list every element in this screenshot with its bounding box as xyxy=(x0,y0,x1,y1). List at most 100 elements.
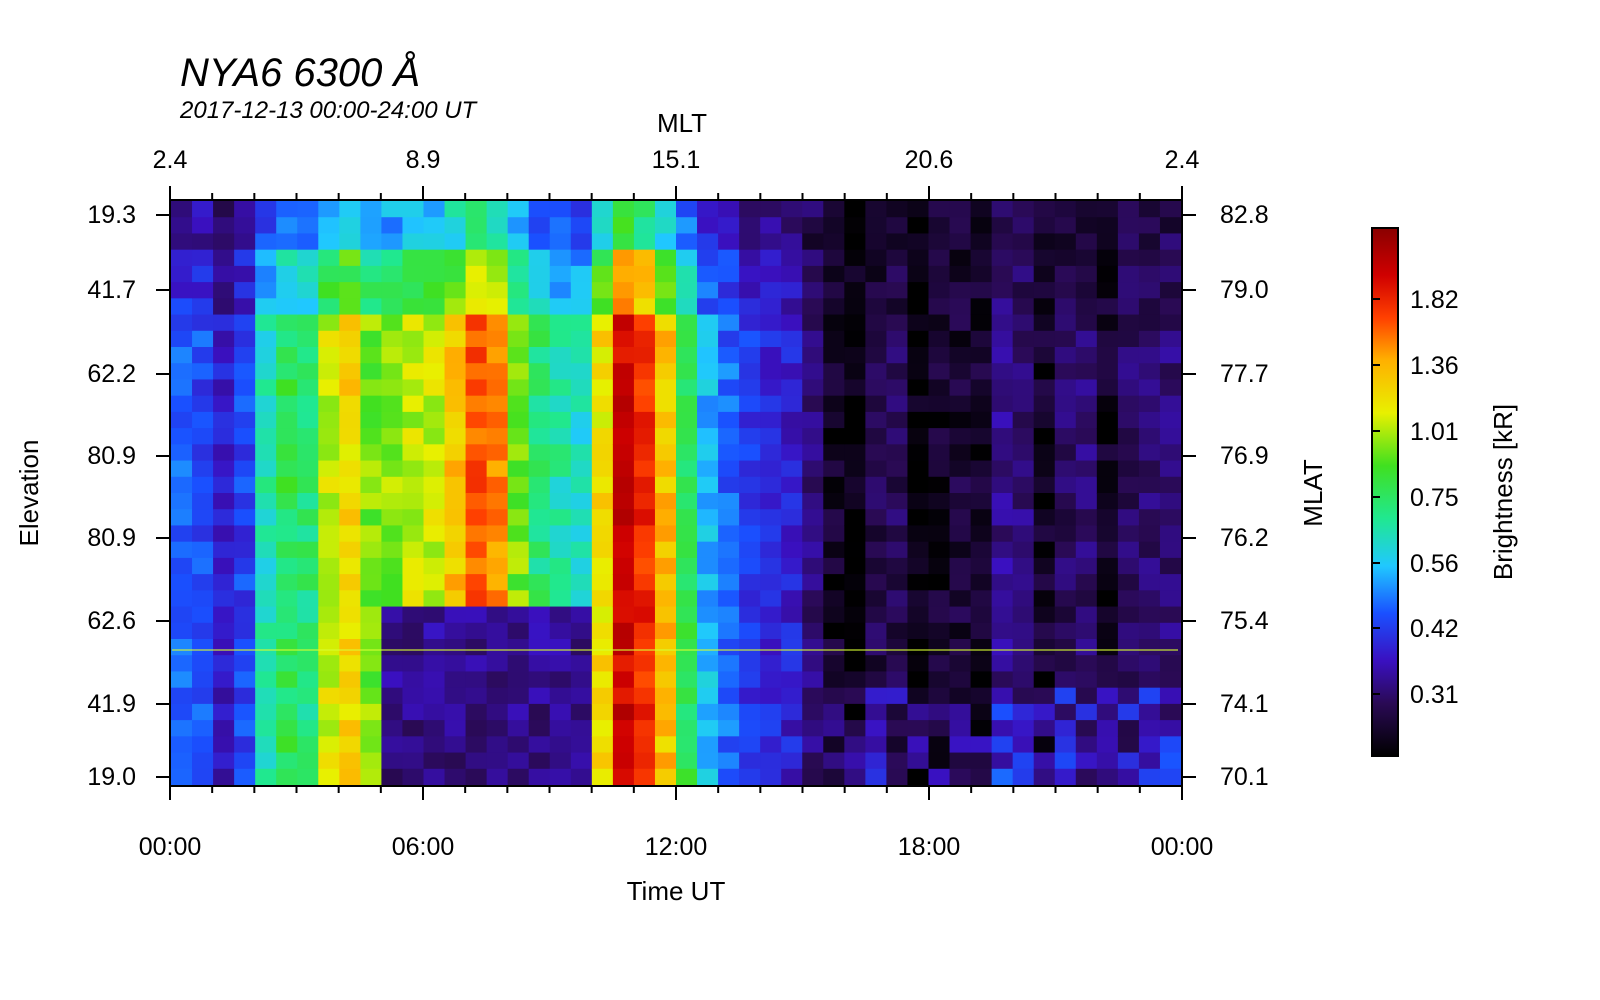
heatmap-cell xyxy=(255,655,277,673)
heatmap-cell xyxy=(1075,395,1098,413)
heatmap-cell xyxy=(1096,217,1119,235)
heatmap-cell xyxy=(970,282,993,299)
heatmap-cell xyxy=(970,314,993,332)
heatmap-cell xyxy=(949,201,972,218)
heatmap-cell xyxy=(739,557,761,575)
heatmap-cell xyxy=(1138,606,1161,624)
heatmap-cell xyxy=(865,752,888,770)
heatmap-cell xyxy=(507,671,530,689)
heatmap-cell xyxy=(423,460,446,478)
heatmap-cell xyxy=(823,330,845,348)
heatmap-cell xyxy=(1012,395,1035,413)
heatmap-cell xyxy=(381,606,404,624)
heatmap-cell xyxy=(991,428,1014,445)
heatmap-cell xyxy=(1033,233,1056,251)
heatmap-cell xyxy=(591,509,614,527)
heatmap-cell xyxy=(612,233,635,251)
heatmap-cell xyxy=(718,249,740,267)
heatmap-cell xyxy=(844,298,866,316)
heatmap-cell xyxy=(1033,428,1056,445)
heatmap-cell xyxy=(1138,590,1161,608)
heatmap-cell xyxy=(171,557,193,575)
heatmap-cell xyxy=(423,428,446,445)
heatmap-cell xyxy=(318,314,340,332)
heatmap-cell xyxy=(633,768,656,786)
heatmap-cell xyxy=(402,379,425,397)
heatmap-cell xyxy=(255,671,277,689)
heatmap-cell xyxy=(654,460,677,478)
heatmap-cell xyxy=(886,330,909,348)
heatmap-cell xyxy=(970,687,993,705)
heatmap-cell xyxy=(192,639,214,656)
heatmap-cell xyxy=(612,379,635,397)
heatmap-cell xyxy=(1054,363,1077,381)
heatmap-cell xyxy=(591,590,614,608)
heatmap-cell xyxy=(528,703,551,721)
heatmap-cell xyxy=(192,574,214,591)
heatmap-cell xyxy=(949,736,972,754)
heatmap-cell xyxy=(297,655,319,673)
heatmap-cell xyxy=(570,557,593,575)
heatmap-cell xyxy=(928,233,951,251)
heatmap-cell xyxy=(949,525,972,543)
heatmap-cell xyxy=(823,736,845,754)
heatmap-cell xyxy=(718,736,740,754)
heatmap-cell xyxy=(1096,655,1119,673)
heatmap-cell xyxy=(402,509,425,527)
heatmap-cell xyxy=(781,233,803,251)
heatmap-cell xyxy=(507,444,530,462)
heatmap-cell xyxy=(570,330,593,348)
heatmap-cell xyxy=(907,606,930,624)
heatmap-cell xyxy=(970,265,993,283)
heatmap-cell xyxy=(781,720,803,737)
heatmap-cell xyxy=(1117,768,1140,786)
heatmap-cell xyxy=(612,703,635,721)
heatmap-cell xyxy=(423,639,446,656)
heatmap-cell xyxy=(676,265,698,283)
heatmap-cell xyxy=(991,703,1014,721)
heatmap-cell xyxy=(739,509,761,527)
heatmap-cell xyxy=(654,655,677,673)
heatmap-cell xyxy=(318,363,340,381)
heatmap-cell xyxy=(612,363,635,381)
heatmap-cell xyxy=(591,330,614,348)
heatmap-cell xyxy=(1159,265,1182,283)
heatmap-cell xyxy=(970,428,993,445)
heatmap-cell xyxy=(360,574,383,591)
heatmap-cell xyxy=(1138,557,1161,575)
heatmap-cell xyxy=(654,752,677,770)
heatmap-cell xyxy=(823,460,845,478)
heatmap-cell xyxy=(423,233,446,251)
heatmap-cell xyxy=(528,671,551,689)
heatmap-cell xyxy=(949,249,972,267)
heatmap-cell xyxy=(486,639,509,656)
heatmap-cell xyxy=(255,249,277,267)
heatmap-cell xyxy=(865,330,888,348)
heatmap-cell xyxy=(718,330,740,348)
heatmap-cell xyxy=(970,590,993,608)
heatmap-cell xyxy=(213,557,235,575)
heatmap-cell xyxy=(991,557,1014,575)
heatmap-cell xyxy=(802,574,824,591)
heatmap-cell xyxy=(1117,460,1140,478)
heatmap-cell xyxy=(297,671,319,689)
heatmap-cell xyxy=(633,282,656,299)
heatmap-cell xyxy=(676,622,698,640)
heatmap-cell xyxy=(486,622,509,640)
heatmap-cell xyxy=(612,541,635,559)
heatmap-cell xyxy=(423,768,446,786)
heatmap-cell xyxy=(591,217,614,235)
heatmap-cell xyxy=(612,298,635,316)
heatmap-cell xyxy=(697,736,719,754)
heatmap-cell xyxy=(1117,314,1140,332)
heatmap-cell xyxy=(949,298,972,316)
heatmap-cell xyxy=(823,574,845,591)
heatmap-cell xyxy=(718,541,740,559)
heatmap-cell xyxy=(718,411,740,429)
heatmap-cell xyxy=(654,476,677,494)
heatmap-cell xyxy=(697,476,719,494)
heatmap-cell xyxy=(865,606,888,624)
heatmap-cell xyxy=(1138,233,1161,251)
heatmap-cell xyxy=(339,444,361,462)
heatmap-cell xyxy=(760,590,782,608)
